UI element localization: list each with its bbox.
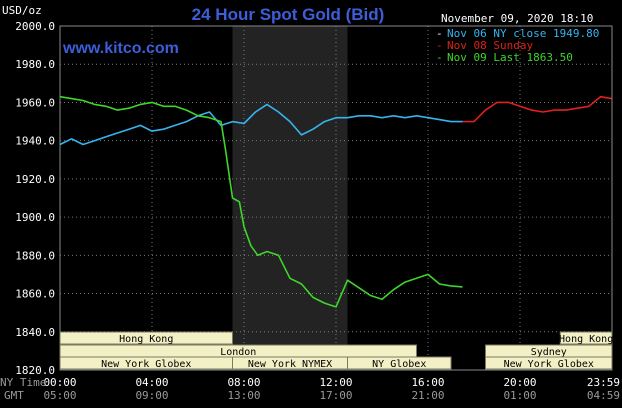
x-tick-label-ny: 08:00 — [227, 376, 260, 389]
y-tick-label: 1820.0 — [15, 364, 55, 377]
x-tick-label-ny: 12:00 — [319, 376, 352, 389]
x-tick-label-ny: 20:00 — [503, 376, 536, 389]
market-session-label: NY Globex — [372, 359, 426, 370]
market-session-bar — [347, 356, 452, 370]
x-tick-label-gmt: 17:00 — [319, 389, 352, 402]
x-tick-label-gmt: 05:00 — [43, 389, 76, 402]
series-line-1 — [462, 95, 612, 123]
market-session-label: Sydney — [531, 347, 567, 358]
series-line-0 — [59, 103, 463, 146]
legend-entry-nov09: Nov 09 Last 1863.50 — [447, 51, 573, 64]
market-session-bar — [559, 331, 613, 345]
y-tick-label: 1900.0 — [15, 211, 55, 224]
y-tick-label: 1980.0 — [15, 58, 55, 71]
x-tick-label-gmt: 04:59 — [587, 389, 620, 402]
series-line-2 — [59, 95, 463, 308]
market-session-label: New York Globex — [101, 359, 191, 370]
timestamp: November 09, 2020 18:10 — [441, 12, 593, 25]
x-tick-label-ny: 16:00 — [411, 376, 444, 389]
x-tick-label-gmt: 13:00 — [227, 389, 260, 402]
y-tick-label: 1940.0 — [15, 135, 55, 148]
market-session-label: Hong Kong — [559, 334, 613, 345]
y-tick-label: 1960.0 — [15, 96, 55, 109]
x-tick-label-gmt: 01:00 — [503, 389, 536, 402]
x-tick-label-ny: 04:00 — [135, 376, 168, 389]
legend-bullet-nov08: - — [436, 39, 443, 52]
market-session-label: London — [220, 347, 256, 358]
plot-frame — [59, 25, 613, 371]
legend-bullet-nov09: - — [436, 51, 443, 64]
x-axis-label-gmt: GMT — [4, 389, 24, 402]
legend-entry-nov08: Nov 08 Sunday — [447, 39, 533, 52]
x-axis-label-ny-time: NY Time — [0, 376, 46, 389]
y-tick-label: 1880.0 — [15, 249, 55, 262]
y-axis-unit: USD/oz — [2, 4, 42, 17]
y-tick-label: 1920.0 — [15, 173, 55, 186]
x-tick-label-ny: 23:59 — [587, 376, 620, 389]
market-session-label: New York NYMEX — [248, 359, 332, 370]
legend: - Nov 06 NY close 1949.80 - Nov 08 Sunda… — [436, 27, 599, 64]
brand-watermark: www.kitco.com — [62, 40, 179, 57]
legend-bullet-nov06: - — [436, 27, 443, 40]
market-session-label: New York Globex — [504, 359, 594, 370]
market-session-bar — [485, 356, 613, 370]
chart-title: 24 Hour Spot Gold (Bid) — [192, 5, 385, 24]
x-tick-label-ny: 00:00 — [43, 376, 76, 389]
y-tick-label: 1860.0 — [15, 288, 55, 301]
x-tick-label-gmt: 21:00 — [411, 389, 444, 402]
nymex-session-band — [232, 26, 348, 370]
y-tick-label: 2000.0 — [15, 20, 55, 33]
x-tick-label-gmt: 09:00 — [135, 389, 168, 402]
y-tick-label: 1840.0 — [15, 326, 55, 339]
legend-entry-nov06: Nov 06 NY close 1949.80 — [447, 27, 599, 40]
market-session-bar — [59, 331, 233, 345]
market-session-label: Hong Kong — [119, 334, 173, 345]
